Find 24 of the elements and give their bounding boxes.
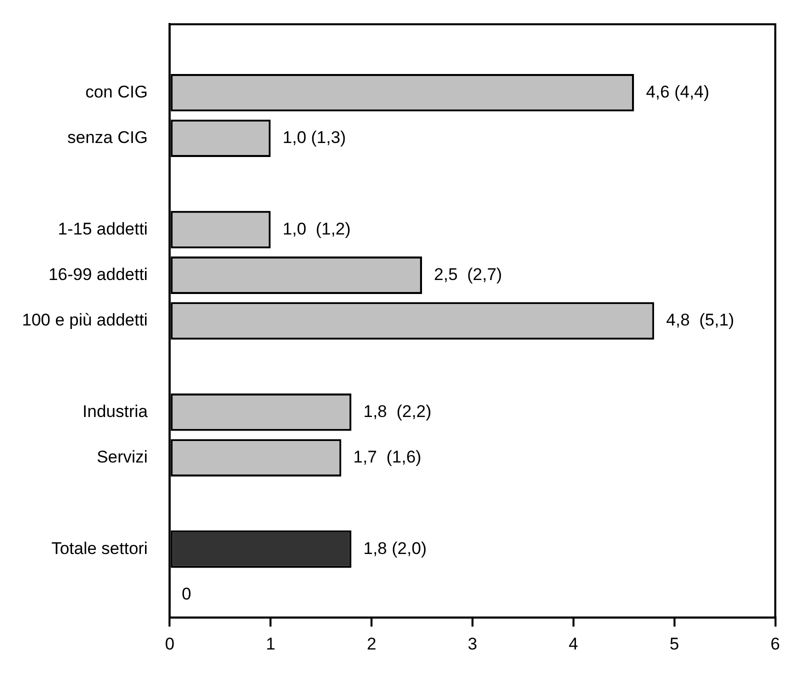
y-tick-label: Industria bbox=[82, 402, 148, 421]
y-tick-label: con CIG bbox=[85, 82, 148, 102]
x-tick-label: 4 bbox=[568, 634, 578, 654]
x-tick-label: 3 bbox=[468, 634, 478, 654]
data-label: 4,8 (5,1) bbox=[666, 310, 734, 330]
y-tick-label: 16-99 addetti bbox=[48, 264, 148, 284]
data-label: 1,0 (1,2) bbox=[282, 219, 351, 238]
data-label: 1,8 (2,0) bbox=[363, 538, 427, 558]
y-tick-label: senza CIG bbox=[67, 128, 148, 148]
y-tick-label: Totale settori bbox=[51, 538, 148, 558]
data-label: 2,5 (2,7) bbox=[434, 264, 502, 284]
x-tick-label: 5 bbox=[670, 634, 680, 654]
data-label: 4,6 (4,4) bbox=[646, 82, 710, 102]
y-tick-label: 100 e più addetti bbox=[22, 310, 148, 330]
x-tick-label: 2 bbox=[366, 634, 376, 654]
x-tick-label: 6 bbox=[770, 634, 780, 654]
data-label: 1,7 (1,6) bbox=[353, 448, 422, 467]
y-tick-label: Servizi bbox=[96, 448, 148, 467]
data-label: 0 bbox=[182, 584, 192, 604]
y-tick-label: 1-15 addetti bbox=[58, 219, 148, 238]
x-tick-label: 0 bbox=[164, 634, 174, 654]
data-label: 1,0 (1,3) bbox=[282, 128, 346, 148]
x-tick-label: 1 bbox=[266, 634, 276, 654]
data-label: 1,8 (2,2) bbox=[363, 402, 432, 421]
